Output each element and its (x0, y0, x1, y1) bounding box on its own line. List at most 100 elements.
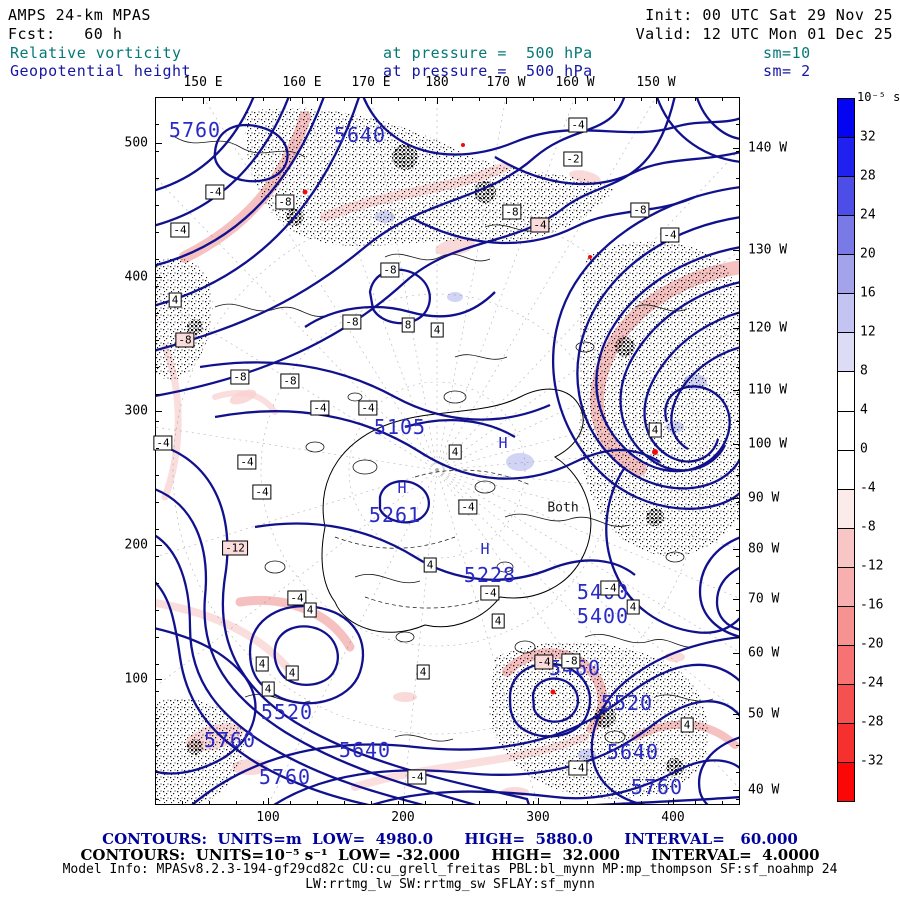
axis-tick-left (156, 545, 162, 546)
map-panel: 576056405105H5261H5228H54005400546055205… (153, 97, 740, 805)
vorticity-contour-info: CONTOURS: UNITS=10⁻⁵ s⁻¹ LOW= -32.000 HI… (80, 846, 820, 864)
axis-tick-right (733, 549, 739, 550)
colorbar-tick-label: 0 (860, 441, 868, 457)
pressure-level-2: at pressure = 500 hPa (383, 62, 593, 80)
minor-tick (317, 98, 318, 101)
model-title: AMPS 24-km MPAS (8, 6, 151, 24)
map-label-layer: 576056405105H5261H5228H54005400546055205… (153, 97, 740, 805)
colorbar-segment (838, 723, 854, 763)
colorbar-segment (838, 371, 854, 411)
colorbar-tick-label: -32 (860, 753, 884, 769)
minor-tick (317, 801, 318, 804)
vorticity-value-box: -8 (175, 332, 195, 348)
minor-tick (263, 98, 264, 101)
colorbar-tick-label: 32 (860, 129, 876, 145)
height-contour-label: 5640 (333, 123, 387, 147)
axis-label-longitude: 100 W (748, 436, 788, 452)
minor-tick (344, 98, 345, 101)
colorbar-segment (838, 762, 854, 802)
minor-tick (156, 475, 159, 476)
minor-tick (736, 475, 739, 476)
axis-label-longitude: 70 W (748, 591, 780, 607)
minor-tick (587, 98, 588, 101)
minor-tick (736, 502, 739, 503)
axis-label-top: 170 E (351, 75, 391, 90)
axis-label-longitude: 130 W (748, 242, 788, 258)
minor-tick (736, 421, 739, 422)
vorticity-value-box: -4 (568, 117, 588, 133)
colorbar-tick-label: -8 (860, 519, 876, 535)
minor-tick (695, 801, 696, 804)
axis-tick-left (156, 143, 162, 144)
vorticity-value-box: -12 (222, 540, 248, 556)
vorticity-value-box: -8 (342, 314, 362, 330)
vorticity-value-box: -4 (170, 222, 190, 238)
pressure-level-1: at pressure = 500 hPa (383, 44, 593, 62)
axis-label-longitude: 80 W (748, 541, 780, 557)
minor-tick (614, 98, 615, 101)
vorticity-value-box: 4 (255, 656, 269, 672)
vorticity-value-box: 4 (261, 681, 275, 697)
minor-tick (209, 98, 210, 101)
minor-tick (290, 98, 291, 101)
vorticity-value-box: -4 (568, 760, 588, 776)
colorbar (837, 98, 855, 802)
axis-label-longitude: 140 W (748, 140, 788, 156)
colorbar-segment (838, 566, 854, 606)
minor-tick (533, 801, 534, 804)
colorbar-segment (838, 449, 854, 489)
high-center-marker: H (397, 479, 407, 497)
valid-time: Valid: 12 UTC Mon 01 Dec 25 (635, 25, 893, 43)
model-physics-info: LW:rrtmg_lw SW:rrtmg_sw SFLAY:sf_mynn (305, 877, 595, 892)
vorticity-value-box: -4 (534, 654, 554, 670)
vorticity-value-box: 8 (401, 317, 415, 333)
height-contour-label: 5105 (373, 415, 427, 439)
axis-label-left: 400 (124, 269, 148, 285)
height-contour-label: 5228 (463, 563, 517, 587)
axis-label-top: 180 (425, 75, 449, 90)
colorbar-tick-label: -28 (860, 714, 884, 730)
minor-tick (479, 801, 480, 804)
vorticity-value-box: 4 (285, 665, 299, 681)
vorticity-value-box: -4 (310, 400, 330, 416)
minor-tick (736, 178, 739, 179)
colorbar-segment (838, 527, 854, 567)
minor-tick (156, 124, 159, 125)
minor-tick (156, 583, 159, 584)
minor-tick (156, 637, 159, 638)
minor-tick (398, 98, 399, 101)
minor-tick (156, 313, 159, 314)
high-center-marker: H (480, 540, 490, 558)
axis-tick-bottom (268, 798, 269, 804)
forecast-hour: Fcst: 60 h (8, 25, 123, 43)
minor-tick (156, 367, 159, 368)
minor-tick (506, 98, 507, 101)
axis-tick-top (302, 98, 303, 104)
minor-tick (736, 664, 739, 665)
vorticity-value-box: -8 (380, 262, 400, 278)
minor-tick (722, 801, 723, 804)
colorbar-tick-label: 8 (860, 363, 868, 379)
height-contour-label: 5520 (600, 691, 654, 715)
minor-tick (156, 421, 159, 422)
minor-tick (736, 124, 739, 125)
vorticity-value-box: -4 (530, 217, 550, 233)
minor-tick (722, 98, 723, 101)
vorticity-value-box: 4 (423, 557, 437, 573)
minor-tick (452, 801, 453, 804)
minor-tick (736, 772, 739, 773)
minor-tick (425, 801, 426, 804)
axis-label-top: 150 W (636, 75, 676, 90)
vorticity-value-box: -4 (252, 484, 272, 500)
axis-tick-top (575, 98, 576, 104)
axis-tick-right (733, 328, 739, 329)
map-frame (155, 97, 740, 805)
minor-tick (156, 394, 159, 395)
axis-tick-top (656, 98, 657, 104)
minor-tick (371, 801, 372, 804)
height-contour-label: 5261 (368, 503, 422, 527)
colorbar-segment (838, 99, 854, 138)
axis-label-top: 160 E (282, 75, 322, 90)
colorbar-segment (838, 410, 854, 450)
